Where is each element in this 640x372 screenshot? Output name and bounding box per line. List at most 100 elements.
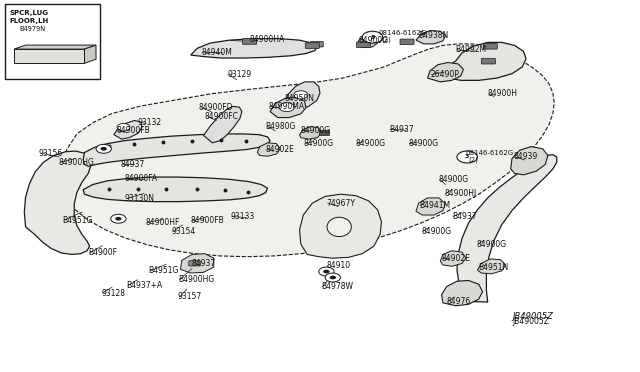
- Text: 84937: 84937: [120, 160, 145, 169]
- Text: 84900G: 84900G: [301, 126, 331, 135]
- Text: 08146-6162G: 08146-6162G: [379, 31, 427, 36]
- Text: 84937: 84937: [192, 259, 216, 268]
- Circle shape: [96, 144, 111, 153]
- Text: 84900G: 84900G: [477, 240, 507, 248]
- FancyBboxPatch shape: [400, 39, 414, 45]
- Text: B4900F: B4900F: [88, 248, 117, 257]
- Text: 74967Y: 74967Y: [326, 199, 355, 208]
- Text: 93133: 93133: [230, 212, 255, 221]
- Polygon shape: [24, 151, 91, 254]
- Text: 84900G: 84900G: [304, 139, 334, 148]
- Polygon shape: [114, 121, 142, 139]
- Text: 84900FD: 84900FD: [198, 103, 233, 112]
- Circle shape: [111, 214, 126, 223]
- Text: 84900FB: 84900FB: [116, 126, 150, 135]
- Text: 84900HA: 84900HA: [250, 35, 285, 44]
- Text: 26490P: 26490P: [430, 70, 459, 79]
- Text: B4951G: B4951G: [63, 216, 93, 225]
- FancyBboxPatch shape: [483, 44, 497, 49]
- Text: 93132: 93132: [138, 118, 162, 126]
- Text: JB49005Z: JB49005Z: [512, 317, 549, 326]
- Polygon shape: [83, 177, 268, 202]
- Text: 84900FC: 84900FC: [205, 112, 239, 121]
- Polygon shape: [14, 49, 84, 63]
- Text: 93130N: 93130N: [125, 194, 155, 203]
- Polygon shape: [416, 31, 445, 44]
- Circle shape: [457, 151, 477, 163]
- Text: B4937: B4937: [389, 125, 413, 134]
- Polygon shape: [428, 62, 463, 82]
- Text: B4978W: B4978W: [321, 282, 353, 291]
- Polygon shape: [511, 147, 548, 175]
- Text: B4992M: B4992M: [456, 45, 487, 54]
- Polygon shape: [180, 254, 214, 273]
- Circle shape: [100, 147, 107, 151]
- FancyBboxPatch shape: [481, 58, 495, 64]
- Text: B4937: B4937: [452, 212, 476, 221]
- Text: 93154: 93154: [172, 227, 196, 236]
- Bar: [319, 130, 329, 135]
- Polygon shape: [56, 44, 554, 257]
- Text: 93129: 93129: [227, 70, 252, 79]
- Text: 84900HJ: 84900HJ: [444, 189, 476, 198]
- FancyBboxPatch shape: [356, 42, 371, 48]
- Text: 84939: 84939: [513, 153, 538, 161]
- Polygon shape: [440, 251, 466, 266]
- Polygon shape: [14, 45, 96, 49]
- Circle shape: [323, 270, 330, 273]
- Text: (2): (2): [381, 37, 391, 44]
- Text: 84900G: 84900G: [438, 175, 468, 184]
- Text: 84940M: 84940M: [202, 48, 232, 57]
- Polygon shape: [84, 45, 96, 63]
- Text: 84900G: 84900G: [421, 227, 451, 236]
- Polygon shape: [457, 155, 557, 302]
- Text: B4938N: B4938N: [419, 31, 449, 40]
- Text: B4937+A: B4937+A: [127, 281, 163, 290]
- Text: 84990MA: 84990MA: [269, 102, 305, 111]
- Text: 93128: 93128: [101, 289, 125, 298]
- Text: B4979N: B4979N: [19, 26, 45, 32]
- Text: 84900FA: 84900FA: [125, 174, 158, 183]
- Text: FLOOR,LH: FLOOR,LH: [10, 18, 49, 24]
- Text: B4980G: B4980G: [266, 122, 296, 131]
- Text: 84976: 84976: [447, 297, 471, 306]
- FancyBboxPatch shape: [243, 39, 257, 44]
- Polygon shape: [270, 97, 306, 118]
- Circle shape: [362, 31, 383, 43]
- Polygon shape: [204, 106, 242, 143]
- Polygon shape: [416, 198, 445, 215]
- FancyBboxPatch shape: [310, 42, 323, 47]
- Circle shape: [117, 124, 130, 131]
- Text: 08146-6162G: 08146-6162G: [466, 150, 514, 156]
- FancyBboxPatch shape: [305, 43, 319, 48]
- Polygon shape: [357, 36, 378, 48]
- Text: 84900FB: 84900FB: [191, 217, 225, 225]
- Polygon shape: [257, 143, 280, 156]
- Text: B4900HG: B4900HG: [178, 275, 214, 284]
- Text: (2): (2): [468, 157, 478, 163]
- Text: 3: 3: [465, 154, 469, 160]
- Text: JB49005Z: JB49005Z: [512, 312, 553, 321]
- Circle shape: [115, 217, 122, 221]
- Polygon shape: [444, 42, 526, 80]
- Circle shape: [325, 273, 340, 282]
- Text: 84902E: 84902E: [266, 145, 294, 154]
- Ellipse shape: [327, 217, 351, 237]
- Text: 84902E: 84902E: [442, 254, 470, 263]
- Text: 84900G: 84900G: [408, 139, 438, 148]
- Polygon shape: [442, 280, 483, 306]
- Polygon shape: [191, 39, 317, 58]
- Polygon shape: [477, 259, 506, 274]
- Text: 84900HG: 84900HG: [59, 158, 95, 167]
- Text: 84910: 84910: [326, 261, 351, 270]
- Text: 84900G: 84900G: [358, 36, 388, 45]
- FancyBboxPatch shape: [189, 261, 200, 266]
- Circle shape: [279, 103, 294, 112]
- Text: B4951N: B4951N: [479, 263, 509, 272]
- Circle shape: [319, 267, 334, 276]
- Text: SPCR,LUG: SPCR,LUG: [10, 10, 49, 16]
- Text: B4941M: B4941M: [419, 201, 451, 210]
- Text: B4951G: B4951G: [148, 266, 179, 275]
- Text: 84900H: 84900H: [488, 89, 518, 98]
- Polygon shape: [83, 134, 270, 166]
